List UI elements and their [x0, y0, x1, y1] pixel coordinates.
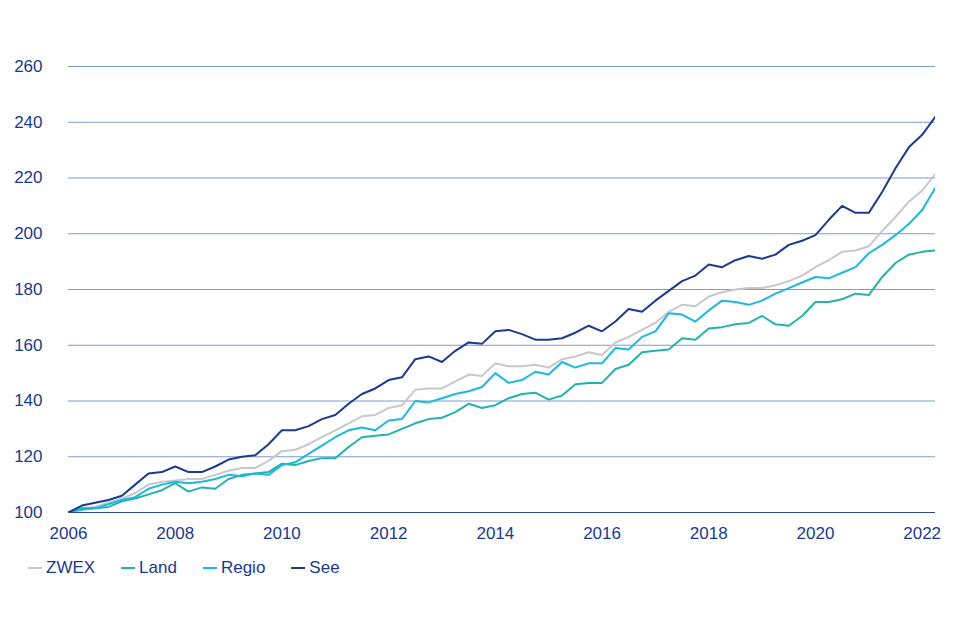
svg-text:240: 240 — [14, 113, 42, 132]
html-text:Regio: Regio — [220, 558, 266, 577]
svg-text:140: 140 — [14, 391, 42, 410]
svg-text:2010: 2010 — [263, 524, 301, 543]
html-text:See: See — [309, 558, 340, 577]
svg-text:220: 220 — [14, 168, 42, 187]
svg-text:2006: 2006 — [50, 524, 88, 543]
html-text:ZWEX: ZWEX — [46, 558, 96, 577]
svg-text:2016: 2016 — [583, 524, 621, 543]
svg-text:2012: 2012 — [370, 524, 408, 543]
svg-text:120: 120 — [14, 447, 42, 466]
svg-text:160: 160 — [14, 336, 42, 355]
html-text:Land: Land — [139, 558, 177, 577]
svg-text:2020: 2020 — [797, 524, 835, 543]
svg-text:100: 100 — [14, 503, 42, 522]
svg-text:2008: 2008 — [156, 524, 194, 543]
svg-text:2018: 2018 — [690, 524, 728, 543]
svg-text:2014: 2014 — [476, 524, 514, 543]
svg-text:260: 260 — [14, 57, 42, 76]
svg-text:200: 200 — [14, 224, 42, 243]
svg-text:180: 180 — [14, 280, 42, 299]
svg-text:2022: 2022 — [903, 524, 941, 543]
